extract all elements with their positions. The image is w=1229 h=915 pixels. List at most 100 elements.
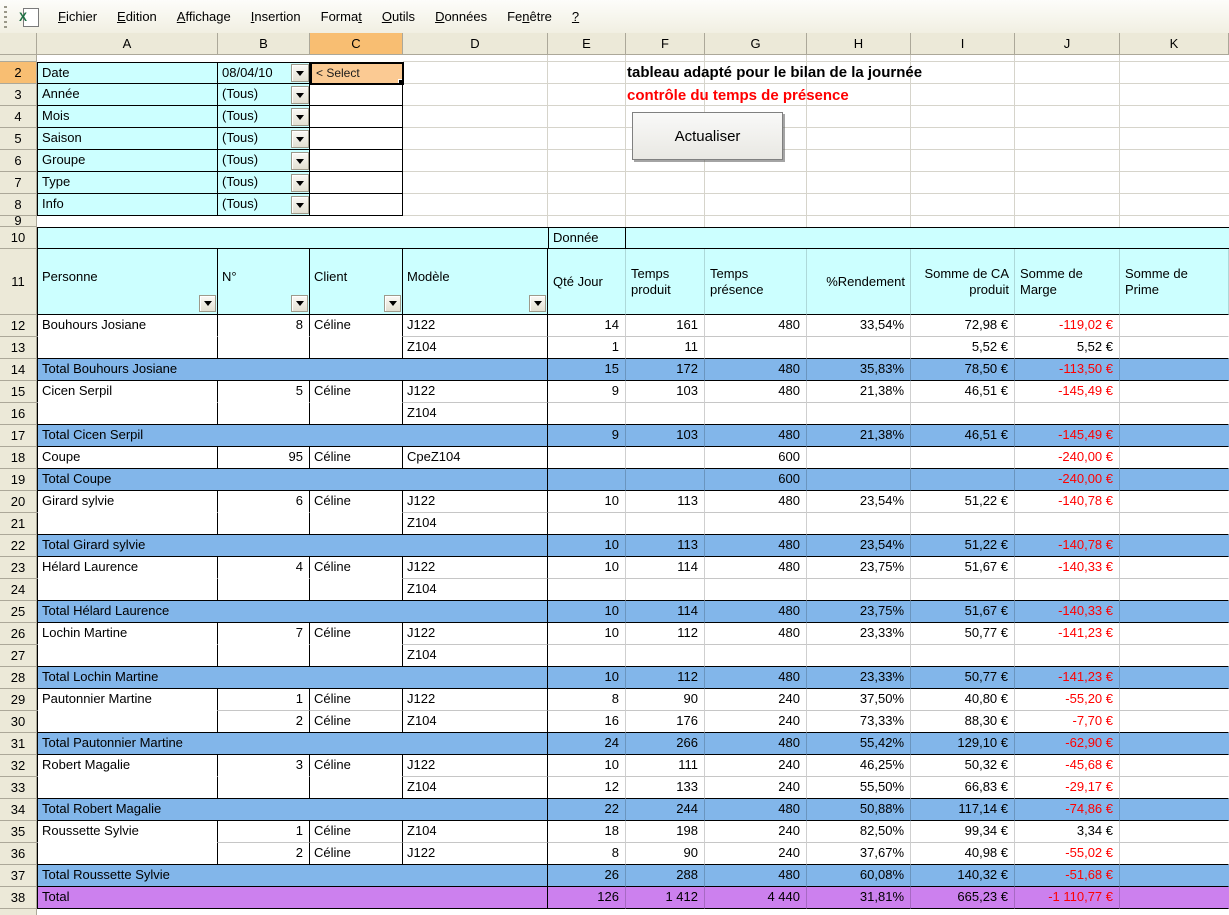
cell-A13[interactable]: [37, 337, 218, 359]
cell-A26[interactable]: Lochin Martine: [37, 623, 218, 645]
row-header-16[interactable]: 16: [0, 403, 37, 425]
cell-H16[interactable]: [807, 403, 911, 425]
column-header-f[interactable]: F: [626, 33, 705, 55]
cell-K36[interactable]: [1120, 843, 1229, 865]
cell-E32[interactable]: 10: [548, 755, 626, 777]
cell-F31[interactable]: 266: [626, 733, 705, 755]
cell-D16[interactable]: Z104: [403, 403, 548, 425]
cell-G24[interactable]: [705, 579, 807, 601]
row-header-34[interactable]: 34: [0, 799, 37, 821]
cell-F19[interactable]: [626, 469, 705, 491]
cell-A38[interactable]: Total: [37, 887, 548, 909]
cell-H34[interactable]: 50,88%: [807, 799, 911, 821]
cell-B16[interactable]: [218, 403, 310, 425]
cell-C5[interactable]: [310, 128, 403, 150]
cell-G14[interactable]: 480: [705, 359, 807, 381]
row-header-6[interactable]: 6: [0, 150, 37, 172]
cell-I24[interactable]: [911, 579, 1015, 601]
filter-label-info[interactable]: Info: [37, 194, 218, 216]
row-header-23[interactable]: 23: [0, 557, 37, 579]
cell-H37[interactable]: 60,08%: [807, 865, 911, 887]
column-header-c[interactable]: C: [310, 33, 403, 55]
cell-G17[interactable]: 480: [705, 425, 807, 447]
cell-H26[interactable]: 23,33%: [807, 623, 911, 645]
saison-filter-dropdown[interactable]: [291, 130, 309, 148]
cell-B21[interactable]: [218, 513, 310, 535]
cell-A36[interactable]: [37, 843, 218, 865]
cell-J30[interactable]: -7,70 €: [1015, 711, 1120, 733]
cell-K29[interactable]: [1120, 689, 1229, 711]
row-header-2[interactable]: 2: [0, 62, 37, 84]
cell-H12[interactable]: 33,54%: [807, 315, 911, 337]
cell-E26[interactable]: 10: [548, 623, 626, 645]
cell-A15[interactable]: Cicen Serpil: [37, 381, 218, 403]
cell-F23[interactable]: 114: [626, 557, 705, 579]
cell-J15[interactable]: -145,49 €: [1015, 381, 1120, 403]
cell-G23[interactable]: 480: [705, 557, 807, 579]
row-header-32[interactable]: 32: [0, 755, 37, 777]
cell-B33[interactable]: [218, 777, 310, 799]
cell-A20[interactable]: Girard sylvie: [37, 491, 218, 513]
cell-J21[interactable]: [1015, 513, 1120, 535]
select-all-corner[interactable]: [0, 33, 37, 55]
cell-E33[interactable]: 12: [548, 777, 626, 799]
cell-E23[interactable]: 10: [548, 557, 626, 579]
cell-E14[interactable]: 15: [548, 359, 626, 381]
cell-J18[interactable]: -240,00 €: [1015, 447, 1120, 469]
cell-C15[interactable]: Céline: [310, 381, 403, 403]
cell-B20[interactable]: 6: [218, 491, 310, 513]
cell-H22[interactable]: 23,54%: [807, 535, 911, 557]
cell-G13[interactable]: [705, 337, 807, 359]
cell-E29[interactable]: 8: [548, 689, 626, 711]
row-header-36[interactable]: 36: [0, 843, 37, 865]
menu-insertion[interactable]: Insertion: [250, 8, 301, 24]
cell-F22[interactable]: 113: [626, 535, 705, 557]
cell-E24[interactable]: [548, 579, 626, 601]
pivot-header-temps-presence[interactable]: Temps présence: [705, 249, 807, 315]
cell-A22[interactable]: Total Girard sylvie: [37, 535, 548, 557]
cell-I17[interactable]: 46,51 €: [911, 425, 1015, 447]
cell-F18[interactable]: [626, 447, 705, 469]
row-header-10[interactable]: 10: [0, 227, 37, 249]
pivot-data-field[interactable]: Donnée: [548, 227, 626, 249]
row-header-12[interactable]: 12: [0, 315, 37, 337]
cell-F24[interactable]: [626, 579, 705, 601]
cell-H36[interactable]: 37,67%: [807, 843, 911, 865]
cell-C12[interactable]: Céline: [310, 315, 403, 337]
cell-K18[interactable]: [1120, 447, 1229, 469]
cell-G38[interactable]: 4 440: [705, 887, 807, 909]
cell-G29[interactable]: 240: [705, 689, 807, 711]
cell-K17[interactable]: [1120, 425, 1229, 447]
cell-K13[interactable]: [1120, 337, 1229, 359]
cell-J31[interactable]: -62,90 €: [1015, 733, 1120, 755]
cell-A37[interactable]: Total Roussette Sylvie: [37, 865, 548, 887]
cell-C13[interactable]: [310, 337, 403, 359]
cell-K26[interactable]: [1120, 623, 1229, 645]
cell-J20[interactable]: -140,78 €: [1015, 491, 1120, 513]
cell-I12[interactable]: 72,98 €: [911, 315, 1015, 337]
column-header-d[interactable]: D: [403, 33, 548, 55]
row-header-1[interactable]: [0, 55, 37, 62]
row-header-29[interactable]: 29: [0, 689, 37, 711]
cell-G12[interactable]: 480: [705, 315, 807, 337]
cell-I30[interactable]: 88,30 €: [911, 711, 1015, 733]
cell-H14[interactable]: 35,83%: [807, 359, 911, 381]
row-header-14[interactable]: 14: [0, 359, 37, 381]
cell-K14[interactable]: [1120, 359, 1229, 381]
cell-I36[interactable]: 40,98 €: [911, 843, 1015, 865]
cell-K20[interactable]: [1120, 491, 1229, 513]
cell-E16[interactable]: [548, 403, 626, 425]
cell-A19[interactable]: Total Coupe: [37, 469, 548, 491]
cell-K19[interactable]: [1120, 469, 1229, 491]
cell-B36[interactable]: 2: [218, 843, 310, 865]
cell-J26[interactable]: -141,23 €: [1015, 623, 1120, 645]
cell-H35[interactable]: 82,50%: [807, 821, 911, 843]
cell-C36[interactable]: Céline: [310, 843, 403, 865]
cell-I38[interactable]: 665,23 €: [911, 887, 1015, 909]
pivot-header-modele-dropdown[interactable]: [529, 295, 546, 312]
cell-F38[interactable]: 1 412: [626, 887, 705, 909]
cell-G16[interactable]: [705, 403, 807, 425]
cell-H17[interactable]: 21,38%: [807, 425, 911, 447]
column-header-a[interactable]: A: [37, 33, 218, 55]
toolbar-grip[interactable]: [4, 5, 7, 28]
